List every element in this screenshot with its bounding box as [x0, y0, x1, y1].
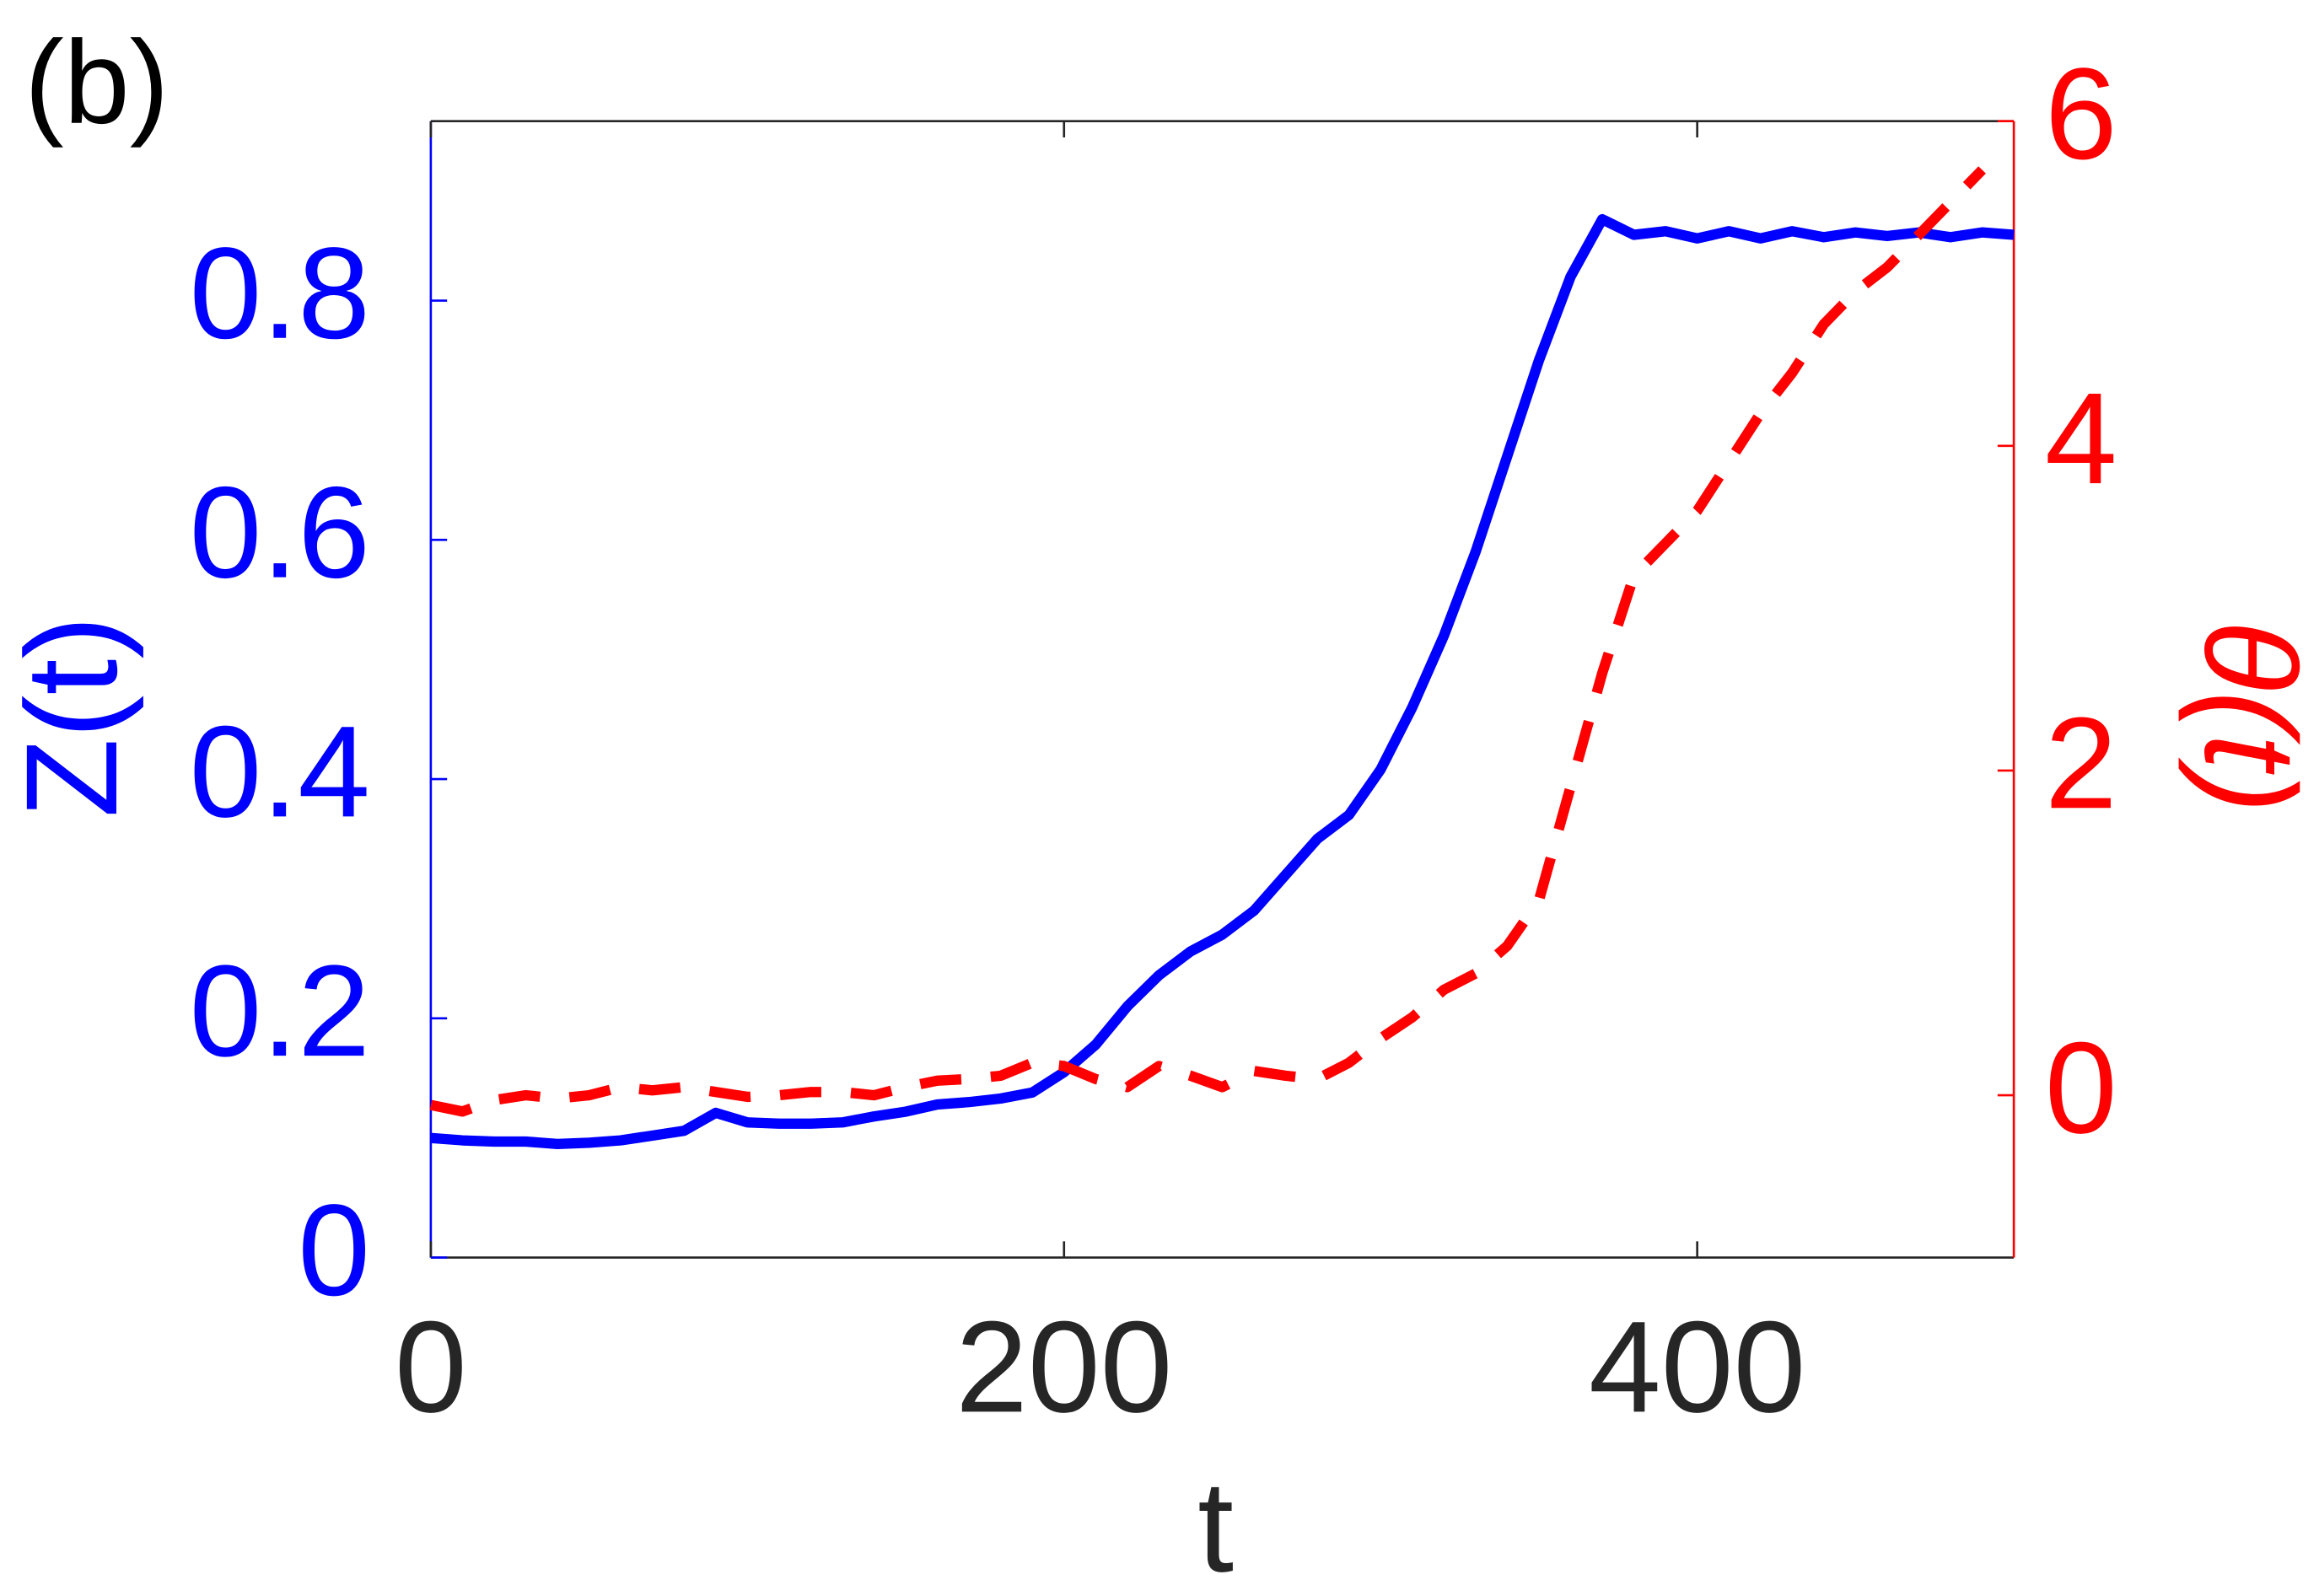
line-series [429, 166, 1986, 1117]
y2-tick-label: 0 [2045, 1014, 2117, 1160]
x-axis-label: t [1197, 1454, 1234, 1596]
x-tick-label: 400 [1589, 1293, 1805, 1439]
x-tick-label: 0 [395, 1293, 467, 1439]
y-tick-label: 0.4 [190, 698, 370, 844]
x-tick-label: 200 [955, 1293, 1172, 1439]
y-tick-label: 0.2 [190, 938, 370, 1083]
y2-tick-label: 6 [2045, 40, 2117, 186]
y-axis-label: Z(t) [0, 615, 144, 818]
y2-tick-label: 4 [2045, 365, 2117, 511]
y2-tick-label: 2 [2045, 690, 2117, 836]
y-tick-label: 0.6 [190, 459, 370, 605]
y2-axis-label: θ(t) [2178, 620, 2319, 813]
line-series [430, 213, 2015, 1149]
panel-label: (b) [24, 16, 169, 148]
y-tick-label: 0.8 [190, 220, 370, 366]
y-tick-label: 0 [298, 1177, 370, 1323]
